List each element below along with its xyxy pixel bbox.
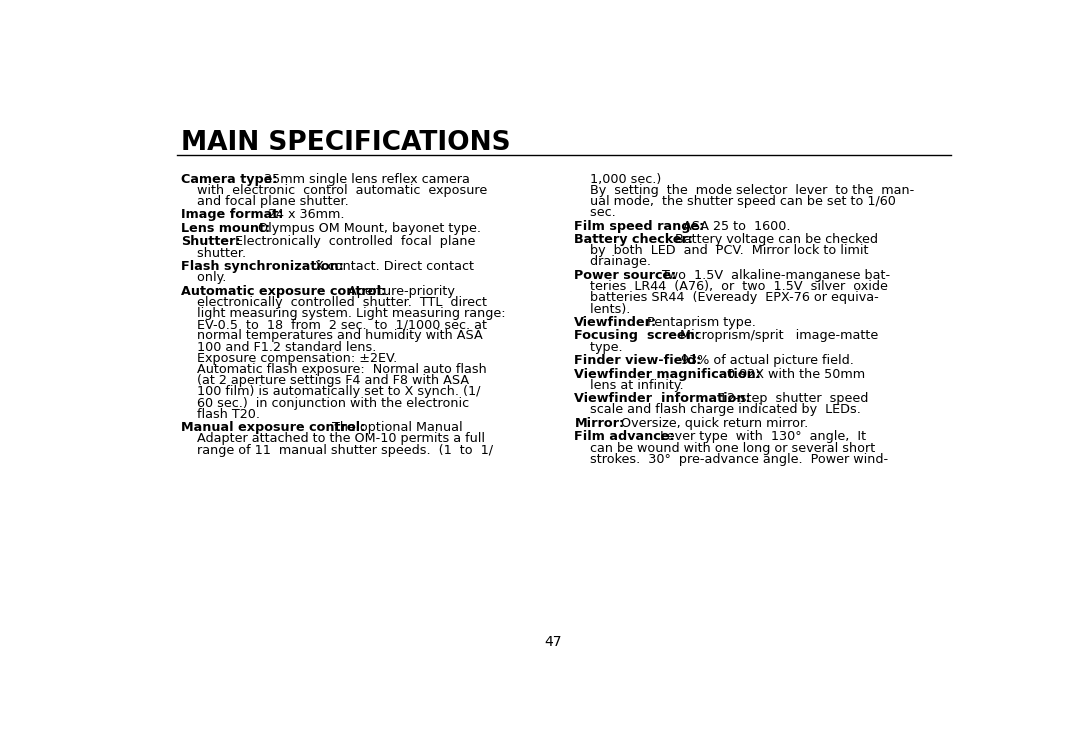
Text: MAIN SPECIFICATIONS: MAIN SPECIFICATIONS: [181, 130, 511, 156]
Text: Manual exposure control:: Manual exposure control:: [181, 421, 365, 434]
Text: X contact. Direct contact: X contact. Direct contact: [308, 260, 474, 273]
Text: 1,000 sec.): 1,000 sec.): [575, 173, 662, 186]
Text: strokes.  30°  pre-advance angle.  Power wind-: strokes. 30° pre-advance angle. Power wi…: [575, 453, 889, 466]
Text: Finder view-field:: Finder view-field:: [575, 354, 702, 367]
Text: Battery checker:: Battery checker:: [575, 233, 693, 246]
Text: can be wound with one long or several short: can be wound with one long or several sh…: [575, 442, 876, 454]
Text: Viewfinder magnification:: Viewfinder magnification:: [575, 367, 761, 381]
Text: Adapter attached to the OM-10 permits a full: Adapter attached to the OM-10 permits a …: [181, 432, 485, 446]
Text: flash T20.: flash T20.: [181, 408, 260, 421]
Text: and focal plane shutter.: and focal plane shutter.: [181, 195, 349, 208]
Text: Electronically  controlled  focal  plane: Electronically controlled focal plane: [227, 235, 475, 248]
Text: ASA 25 to  1600.: ASA 25 to 1600.: [675, 220, 791, 232]
Text: Microprism/sprit   image-matte: Microprism/sprit image-matte: [672, 329, 878, 343]
Text: 0.92X with the 50mm: 0.92X with the 50mm: [719, 367, 865, 381]
Text: electronically  controlled  shutter.  TTL  direct: electronically controlled shutter. TTL d…: [181, 296, 487, 309]
Text: The optional Manual: The optional Manual: [324, 421, 462, 434]
Text: range of 11  manual shutter speeds.  (1  to  1/: range of 11 manual shutter speeds. (1 to…: [181, 443, 494, 457]
Text: Oversize, quick return mirror.: Oversize, quick return mirror.: [613, 417, 809, 430]
Text: with  electronic  control  automatic  exposure: with electronic control automatic exposu…: [181, 184, 487, 197]
Text: EV-0.5  to  18  from  2 sec.  to  1/1000 sec. at: EV-0.5 to 18 from 2 sec. to 1/1000 sec. …: [181, 318, 487, 332]
Text: Shutter:: Shutter:: [181, 235, 241, 248]
Text: Olympus OM Mount, bayonet type.: Olympus OM Mount, bayonet type.: [251, 222, 481, 235]
Text: light measuring system. Light measuring range:: light measuring system. Light measuring …: [181, 307, 505, 320]
Text: Viewfinder  information:: Viewfinder information:: [575, 393, 751, 405]
Text: 12-step  shutter  speed: 12-step shutter speed: [712, 393, 868, 405]
Text: 47: 47: [544, 635, 563, 649]
Text: Automatic flash exposure:  Normal auto flash: Automatic flash exposure: Normal auto fl…: [181, 363, 487, 376]
Text: Lens mount:: Lens mount:: [181, 222, 270, 235]
Text: Flash synchronization:: Flash synchronization:: [181, 260, 343, 273]
Text: Pentaprism type.: Pentaprism type.: [639, 316, 756, 329]
Text: Aperture-priority: Aperture-priority: [340, 285, 455, 298]
Text: shutter.: shutter.: [181, 247, 246, 259]
Text: lens at infinity.: lens at infinity.: [575, 378, 684, 392]
Text: Power source:: Power source:: [575, 269, 677, 282]
Text: Two  1.5V  alkaline-manganese bat-: Two 1.5V alkaline-manganese bat-: [653, 269, 890, 282]
Text: type.: type.: [575, 340, 623, 354]
Text: 24 x 36mm.: 24 x 36mm.: [260, 209, 345, 221]
Text: Battery voltage can be checked: Battery voltage can be checked: [666, 233, 878, 246]
Text: Automatic exposure control:: Automatic exposure control:: [181, 285, 387, 298]
Text: Image format:: Image format:: [181, 209, 283, 221]
Text: only.: only.: [181, 271, 227, 285]
Text: sec.: sec.: [575, 206, 617, 219]
Text: Film advance:: Film advance:: [575, 431, 675, 443]
Text: Mirror:: Mirror:: [575, 417, 624, 430]
Text: 60 sec.)  in conjunction with the electronic: 60 sec.) in conjunction with the electro…: [181, 396, 469, 410]
Text: ual mode,  the shutter speed can be set to 1/60: ual mode, the shutter speed can be set t…: [575, 195, 896, 208]
Text: 100 film) is automatically set to X synch. (1/: 100 film) is automatically set to X sync…: [181, 385, 481, 399]
Text: batteries SR44  (Eveready  EPX-76 or equiva-: batteries SR44 (Eveready EPX-76 or equiv…: [575, 291, 879, 304]
Text: Lever type  with  130°  angle,  It: Lever type with 130° angle, It: [652, 431, 866, 443]
Text: Viewfinder:: Viewfinder:: [575, 316, 658, 329]
Text: normal temperatures and humidity with ASA: normal temperatures and humidity with AS…: [181, 329, 483, 343]
Text: Focusing  screen:: Focusing screen:: [575, 329, 700, 343]
Text: 93% of actual picture field.: 93% of actual picture field.: [673, 354, 854, 367]
Text: scale and flash charge indicated by  LEDs.: scale and flash charge indicated by LEDs…: [575, 404, 862, 416]
Text: Camera type:: Camera type:: [181, 173, 278, 186]
Text: drainage.: drainage.: [575, 256, 651, 268]
Text: lents).: lents).: [575, 302, 631, 316]
Text: Exposure compensation: ±2EV.: Exposure compensation: ±2EV.: [181, 352, 397, 365]
Text: Film speed range:: Film speed range:: [575, 220, 704, 232]
Text: (at 2 aperture settings F4 and F8 with ASA: (at 2 aperture settings F4 and F8 with A…: [181, 374, 469, 387]
Text: By  setting  the  mode selector  lever  to the  man-: By setting the mode selector lever to th…: [575, 184, 915, 197]
Text: teries  LR44  (A76),  or  two  1.5V  silver  oxide: teries LR44 (A76), or two 1.5V silver ox…: [575, 280, 888, 293]
Text: 100 and F1.2 standard lens.: 100 and F1.2 standard lens.: [181, 340, 377, 354]
Text: 35mm single lens reflex camera: 35mm single lens reflex camera: [256, 173, 470, 186]
Text: by  both  LED  and  PCV.  Mirror lock to limit: by both LED and PCV. Mirror lock to limi…: [575, 244, 869, 257]
